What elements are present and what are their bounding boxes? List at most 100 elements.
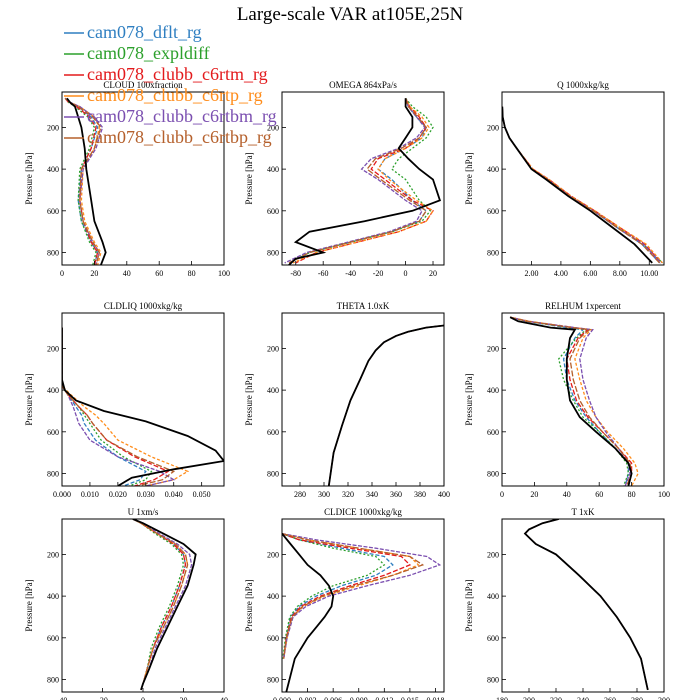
plot-frame: [281, 312, 445, 487]
series-line: [64, 97, 102, 265]
x-tick-label: 0.000: [53, 490, 71, 499]
x-tick-label: 0.006: [324, 696, 342, 700]
y-tick-label: 800: [487, 248, 499, 257]
panel-5: RELHUM 1xpercent Pressure [hPa] 0 20 40 60 80 1…: [464, 301, 670, 499]
x-tick-label: 0.040: [165, 490, 183, 499]
x-tick-label: 0: [60, 269, 64, 278]
series-line: [328, 324, 444, 486]
y-tick-label: 400: [487, 386, 499, 395]
series-line: [328, 324, 444, 486]
panel-4: THETA 1.0xK Pressure [hPa] 280 300 320 340 360…: [244, 301, 450, 499]
x-tick-label: 20: [429, 269, 437, 278]
x-tick-label: 0.012: [375, 696, 393, 700]
x-tick-label: 0.015: [401, 696, 419, 700]
panel-title: T 1xK: [571, 507, 595, 517]
x-tick-label: 300: [658, 696, 670, 700]
y-axis-label: Pressure [hPa]: [24, 579, 34, 631]
series-line: [502, 106, 663, 264]
x-tick-label: 0: [404, 269, 408, 278]
panel-title: THETA 1.0xK: [337, 301, 390, 311]
x-tick-label: 0.000: [273, 696, 291, 700]
plot-frame: [281, 518, 445, 693]
series-line: [282, 532, 425, 659]
series-line: [524, 519, 649, 691]
plot-frame: [501, 312, 665, 487]
series-group: [502, 106, 663, 264]
plot-frame: [501, 91, 665, 266]
x-tick-label: 0.010: [81, 490, 99, 499]
panel-title: CLDICE 1000xkg/kg: [324, 507, 402, 517]
series-line: [62, 327, 147, 486]
y-tick-label: 800: [47, 469, 59, 478]
plot-frame: [501, 518, 665, 693]
reference-line: [327, 324, 444, 486]
legend-label: cam078_clubb_c6rtbm_rg: [87, 106, 277, 126]
reference-line: [62, 327, 224, 486]
x-tick-label: 240: [577, 696, 589, 700]
x-tick-label: 10.00: [640, 269, 658, 278]
y-tick-label: 600: [267, 207, 279, 216]
series-group: [284, 97, 442, 265]
y-axis-label: Pressure [hPa]: [244, 373, 254, 425]
plot-frame: [61, 91, 225, 266]
y-tick-label: 200: [267, 550, 279, 559]
panel-1: OMEGA 864xPa/s Pressure [hPa] -80 -60 -40 -20…: [244, 80, 445, 278]
series-group: [64, 97, 107, 265]
y-tick-label: 200: [487, 123, 499, 132]
series-line: [328, 324, 444, 486]
series-line: [328, 324, 444, 486]
y-tick-label: 400: [487, 592, 499, 601]
y-tick-label: 600: [487, 428, 499, 437]
plot-frame: [61, 518, 225, 693]
series-line: [524, 519, 649, 691]
y-tick-label: 400: [47, 386, 59, 395]
series-line: [64, 97, 99, 265]
series-line: [524, 519, 649, 691]
x-tick-label: 0.018: [426, 696, 444, 700]
y-tick-label: 600: [487, 207, 499, 216]
y-tick-label: 200: [487, 344, 499, 353]
x-tick-label: 0: [500, 490, 504, 499]
legend-label: cam078_clubb_c6rtbp_rg: [87, 127, 272, 147]
x-tick-label: 20: [530, 490, 538, 499]
x-tick-label: 340: [366, 490, 378, 499]
x-tick-label: -40: [57, 696, 68, 700]
series-group: [509, 316, 639, 486]
series-line: [524, 519, 649, 691]
series-line: [509, 316, 639, 486]
series-group: [282, 532, 442, 692]
legend: cam078_dflt_rgcam078_expldiffcam078_club…: [64, 22, 277, 147]
x-tick-label: -20: [97, 696, 108, 700]
x-tick-label: 20: [180, 696, 188, 700]
legend-label: cam078_dflt_rg: [87, 22, 202, 42]
series-line: [62, 327, 176, 486]
y-tick-label: 800: [487, 469, 499, 478]
y-tick-label: 600: [267, 428, 279, 437]
x-tick-label: 180: [496, 696, 508, 700]
x-tick-label: 60: [155, 269, 163, 278]
series-line: [132, 519, 189, 691]
panel-0: CLOUD 100xfraction Pressure [hPa] 0 20 40 60 8…: [24, 80, 230, 278]
panel-6: U 1xm/s Pressure [hPa] -40 -20 0 20 40 200 400 60…: [24, 507, 228, 700]
y-tick-label: 200: [47, 123, 59, 132]
reference-line: [66, 97, 107, 265]
y-axis-label: Pressure [hPa]: [464, 373, 474, 425]
panel-8: T 1xK Pressure [hPa] 180 200 220 240 260 280 300…: [464, 507, 670, 700]
x-tick-label: 300: [318, 490, 330, 499]
x-tick-label: 6.00: [583, 269, 597, 278]
x-tick-label: 40: [220, 696, 228, 700]
y-tick-label: 600: [487, 634, 499, 643]
y-tick-label: 400: [47, 592, 59, 601]
y-axis-label: Pressure [hPa]: [464, 152, 474, 204]
y-tick-label: 800: [47, 248, 59, 257]
y-tick-label: 600: [47, 634, 59, 643]
y-tick-label: 200: [267, 123, 279, 132]
series-line: [284, 98, 426, 264]
y-axis-label: Pressure [hPa]: [244, 579, 254, 631]
panel-title: CLDLIQ 1000xkg/kg: [104, 301, 183, 311]
x-tick-label: -60: [318, 269, 329, 278]
x-tick-label: 280: [294, 490, 306, 499]
y-tick-label: 800: [487, 675, 499, 684]
x-tick-label: -40: [345, 269, 356, 278]
x-tick-label: 20: [90, 269, 98, 278]
